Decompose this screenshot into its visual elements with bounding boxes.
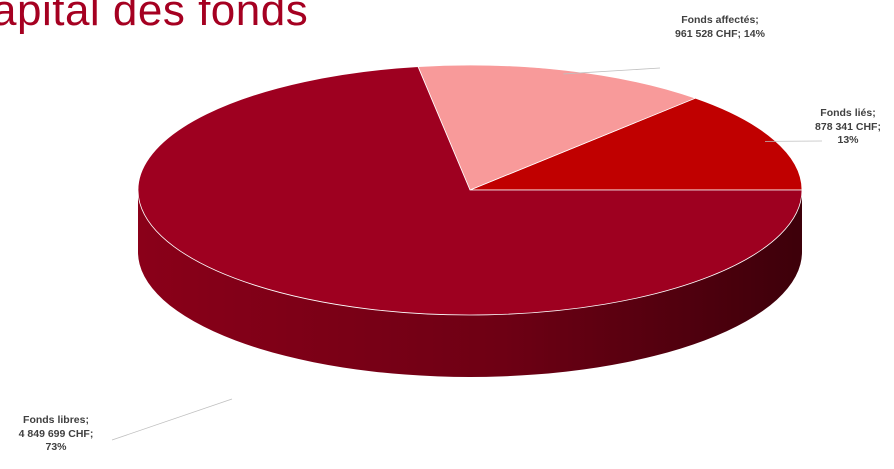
label-line: Fonds affectés; <box>681 14 759 26</box>
data-label-fonds-affectes: Fonds affectés; 961 528 CHF; 14% <box>650 14 790 41</box>
label-line: 961 528 CHF; 14% <box>675 27 765 40</box>
pie-side <box>138 190 802 377</box>
leader-line-fonds-libres <box>111 398 233 441</box>
chart-title: apital des fonds <box>0 0 309 35</box>
pie-slices <box>137 64 803 316</box>
label-line: 4 849 699 CHF; <box>18 427 94 440</box>
label-line: 878 341 CHF; <box>815 120 881 133</box>
pie-slice-fonds-libres <box>137 66 803 316</box>
label-line: Fonds liés; <box>820 107 876 119</box>
leader-line-fonds-affectes <box>563 67 661 75</box>
data-label-fonds-lies: Fonds liés; 878 341 CHF; 13% <box>800 107 894 148</box>
leader-lines <box>111 67 823 441</box>
pie-slice-fonds-li-s <box>469 97 803 191</box>
label-line: 73% <box>45 441 67 453</box>
label-line: 13% <box>837 134 859 146</box>
label-line: Fonds libres; <box>23 414 89 426</box>
data-label-fonds-libres: Fonds libres; 4 849 699 CHF; 73% <box>0 414 112 455</box>
pie-slice-fonds-affect-s <box>417 64 697 191</box>
